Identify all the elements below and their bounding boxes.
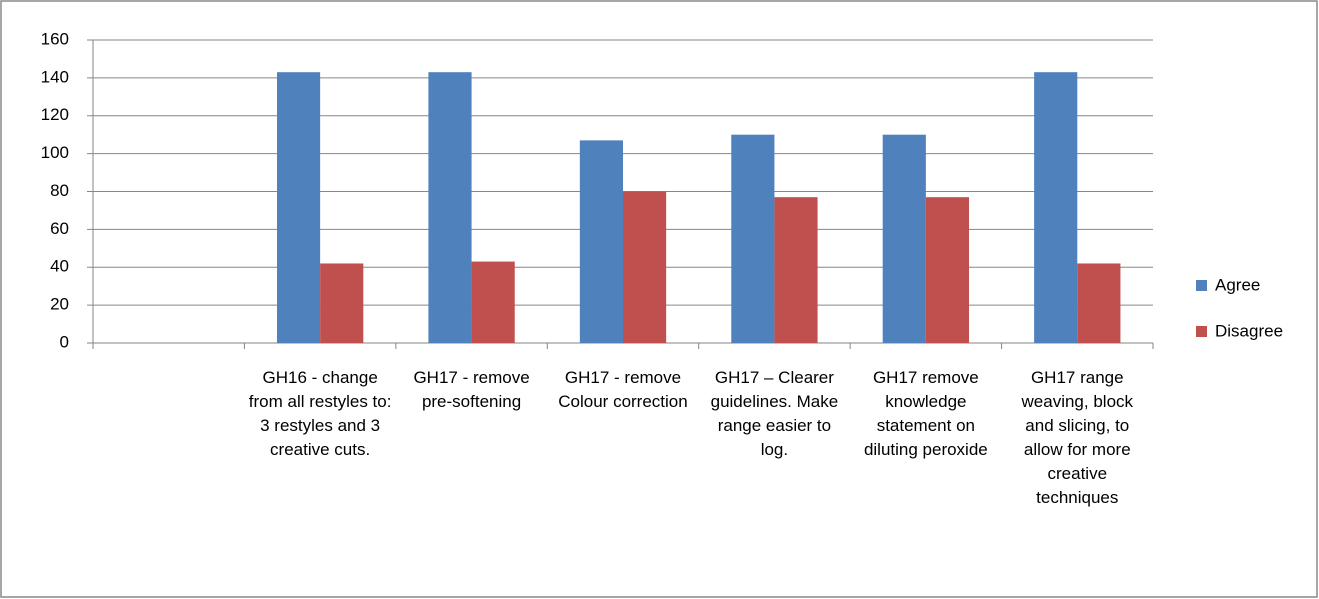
x-tick-label: GH17 - remove Colour correction (558, 368, 688, 411)
bar (579, 140, 623, 343)
legend-swatch (1196, 280, 1207, 291)
y-tick-label: 100 (41, 143, 69, 162)
bar (882, 134, 926, 343)
bar (320, 263, 364, 343)
y-tick-label: 0 (60, 332, 69, 351)
y-tick-label: 20 (50, 295, 69, 314)
x-tick-label: GH17 – Clearer guidelines. Make range ea… (710, 368, 839, 459)
bar (731, 134, 775, 343)
bar (471, 261, 515, 343)
bar (925, 197, 970, 343)
x-tick-label: GH16 - change from all restyles to: 3 re… (248, 368, 392, 459)
y-tick-label: 80 (50, 181, 69, 200)
y-tick-label: 120 (41, 105, 69, 124)
bar (623, 191, 667, 343)
bar (428, 72, 472, 343)
bar (276, 72, 321, 343)
y-tick-label: 140 (41, 67, 69, 86)
x-tick-label: GH17 - remove pre-softening (413, 368, 530, 411)
legend-swatch (1196, 326, 1207, 337)
y-tick-label: 60 (50, 219, 69, 238)
legend-label: Disagree (1215, 321, 1283, 340)
bar (1077, 263, 1121, 343)
x-tick-label: GH17 range weaving, block and slicing, t… (1021, 368, 1134, 507)
x-tick-label: GH17 remove knowledge statement on dilut… (863, 368, 988, 459)
y-tick-label: 40 (50, 257, 69, 276)
legend-label: Agree (1215, 275, 1260, 294)
bar (1034, 72, 1078, 343)
bar (774, 197, 818, 343)
y-tick-label: 160 (41, 29, 69, 48)
